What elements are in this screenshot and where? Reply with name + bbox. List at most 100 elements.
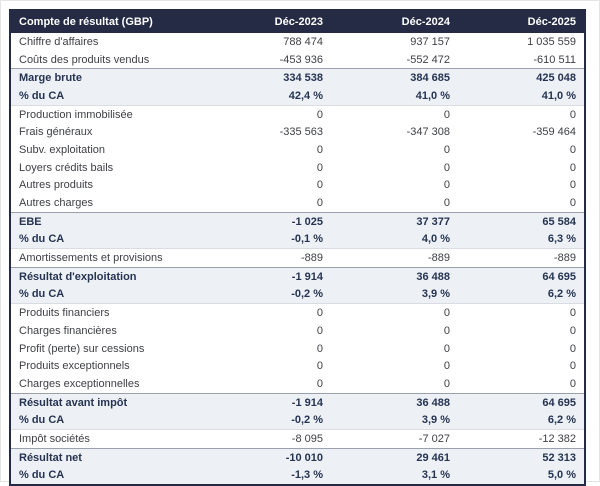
income-statement-container: Compte de résultat (GBP) Déc-2023 Déc-20…: [9, 9, 586, 486]
row-value-Déc-2024: 3,9 %: [331, 411, 458, 430]
row-value-Déc-2025: 0: [569, 360, 576, 373]
row-value-Déc-2023: -8 095: [204, 429, 331, 449]
table-row: Charges financières 0 0 0: [10, 322, 585, 340]
row-label: Chiffre d'affaires: [19, 35, 99, 48]
row-value-Déc-2023: 788 474: [283, 35, 323, 48]
row-value-Déc-2024: -552 472: [406, 53, 450, 66]
row-value-Déc-2024: -7 027: [331, 429, 458, 449]
table-row: % du CA -0,2 % 3,9 % 6,2 %: [10, 285, 585, 304]
row-label: Résultat d'exploitation: [10, 266, 204, 286]
row-label: Subv. exploitation: [19, 143, 106, 156]
row-value-Déc-2024: 0: [443, 161, 450, 174]
table-row: Amortissements et provisions -889 -889 -889: [10, 248, 585, 268]
row-value-Déc-2023: 0: [316, 143, 323, 156]
income-statement-table: Compte de résultat (GBP) Déc-2023 Déc-20…: [9, 9, 586, 486]
row-label: Amortissements et provisions: [10, 248, 204, 268]
row-value-Déc-2024: 3,9 %: [331, 285, 458, 304]
row-value-Déc-2023: 0: [316, 377, 323, 390]
row-value-Déc-2025: 0: [569, 342, 576, 355]
row-value-Déc-2025: 0: [569, 324, 576, 337]
row-value-Déc-2025: 0: [569, 161, 576, 174]
row-label: Produits financiers: [10, 303, 204, 322]
table-row: Produits financiers 0 0 0: [10, 303, 585, 322]
row-label: Frais généraux: [19, 126, 93, 139]
row-label: Charges financières: [19, 324, 117, 337]
row-value-Déc-2024: 0: [331, 104, 458, 124]
row-label: % du CA: [10, 411, 204, 430]
row-value-Déc-2023: -335 563: [279, 126, 323, 139]
row-value-Déc-2023: 0: [316, 179, 323, 192]
row-label: Charges exceptionnelles: [19, 377, 140, 390]
row-value-Déc-2024: 3,1 %: [331, 466, 458, 486]
row-value-Déc-2023: 0: [316, 197, 323, 210]
header-row: Compte de résultat (GBP) Déc-2023 Déc-20…: [10, 10, 585, 33]
row-value-Déc-2023: -0,2 %: [204, 411, 331, 430]
row-value-Déc-2024: 384 685: [331, 68, 458, 88]
row-value-Déc-2024: 0: [443, 179, 450, 192]
row-value-Déc-2024: 937 157: [410, 35, 450, 48]
row-value-Déc-2023: -1 914: [204, 392, 331, 412]
row-value-Déc-2023: -1,3 %: [204, 466, 331, 486]
row-value-Déc-2025: 0: [569, 377, 576, 390]
row-value-Déc-2025: 64 695: [458, 392, 585, 412]
row-label: % du CA: [10, 285, 204, 304]
table-row: Autres produits 0 0 0: [10, 177, 585, 195]
table-row: Frais généraux -335 563 -347 308 -359 464: [10, 123, 585, 141]
row-value-Déc-2023: 42,4 %: [204, 87, 331, 106]
row-value-Déc-2025: 5,0 %: [458, 466, 585, 486]
row-value-Déc-2024: 36 488: [331, 392, 458, 412]
row-label: Résultat avant impôt: [10, 392, 204, 412]
row-value-Déc-2025: 0: [458, 104, 585, 124]
row-value-Déc-2024: -889: [331, 248, 458, 268]
row-value-Déc-2024: 0: [331, 303, 458, 322]
table-row: % du CA -0,2 % 3,9 % 6,2 %: [10, 411, 585, 430]
row-value-Déc-2025: 52 313: [458, 447, 585, 467]
table-row: % du CA 42,4 % 41,0 % 41,0 %: [10, 87, 585, 106]
table-row: Loyers crédits bails 0 0 0: [10, 159, 585, 177]
table-row: Profit (perte) sur cessions 0 0 0: [10, 340, 585, 358]
table-row: % du CA -0,1 % 4,0 % 6,3 %: [10, 230, 585, 249]
header-col-dec-2025: Déc-2025: [458, 10, 585, 33]
row-label: Résultat net: [10, 447, 204, 467]
header-title: Compte de résultat (GBP): [10, 10, 204, 33]
table-row: Marge brute 334 538 384 685 425 048: [10, 68, 585, 88]
row-value-Déc-2023: -0,2 %: [204, 285, 331, 304]
row-label: Profit (perte) sur cessions: [19, 342, 145, 355]
table-row: Résultat net -10 010 29 461 52 313: [10, 447, 585, 467]
table-row: Coûts des produits vendus -453 936 -552 47…: [10, 51, 585, 69]
row-label: % du CA: [10, 230, 204, 249]
row-value-Déc-2025: 6,2 %: [458, 411, 585, 430]
row-value-Déc-2024: 0: [443, 377, 450, 390]
row-value-Déc-2024: 41,0 %: [331, 87, 458, 106]
row-value-Déc-2024: 29 461: [331, 447, 458, 467]
table-row: Résultat d'exploitation -1 914 36 488 64 69…: [10, 266, 585, 286]
row-value-Déc-2025: 6,2 %: [458, 285, 585, 304]
row-value-Déc-2024: 0: [443, 342, 450, 355]
row-label: % du CA: [10, 87, 204, 106]
row-value-Déc-2025: -889: [458, 248, 585, 268]
table-row: Subv. exploitation 0 0 0: [10, 141, 585, 159]
row-value-Déc-2024: 0: [443, 197, 450, 210]
row-value-Déc-2023: 0: [316, 324, 323, 337]
row-value-Déc-2024: 0: [443, 360, 450, 373]
table-header: Compte de résultat (GBP) Déc-2023 Déc-20…: [10, 10, 585, 33]
table-row: Chiffre d'affaires 788 474 937 157 1 035 55…: [10, 33, 585, 51]
row-value-Déc-2025: -610 511: [533, 53, 576, 66]
row-value-Déc-2023: 334 538: [204, 68, 331, 88]
row-value-Déc-2024: -347 308: [406, 126, 450, 139]
row-value-Déc-2024: 4,0 %: [331, 230, 458, 249]
row-value-Déc-2025: 0: [569, 143, 576, 156]
row-value-Déc-2024: 36 488: [331, 266, 458, 286]
row-value-Déc-2025: 0: [569, 197, 576, 210]
row-value-Déc-2025: 1 035 559: [527, 35, 576, 48]
row-label: Production immobilisée: [10, 104, 204, 124]
row-value-Déc-2023: 0: [204, 303, 331, 322]
row-value-Déc-2025: -12 382: [458, 429, 585, 449]
row-value-Déc-2023: 0: [316, 360, 323, 373]
row-label: Autres charges: [19, 197, 93, 210]
row-label: Loyers crédits bails: [19, 161, 114, 174]
row-value-Déc-2023: -453 936: [279, 53, 323, 66]
row-value-Déc-2024: 0: [443, 324, 450, 337]
row-value-Déc-2025: 0: [569, 179, 576, 192]
row-label: Impôt sociétés: [10, 429, 204, 449]
